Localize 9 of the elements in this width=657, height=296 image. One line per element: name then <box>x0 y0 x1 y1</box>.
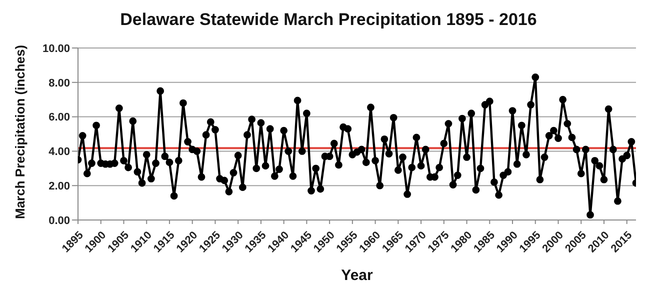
y-axis-title: March Precipitation (inches) <box>12 44 28 219</box>
y-tick-label: 4.00 <box>48 146 70 158</box>
y-tick-label: 2.00 <box>48 180 70 193</box>
y-tick-label: 8.00 <box>48 77 70 90</box>
y-tick-label: 6.00 <box>48 112 70 124</box>
x-axis-title: Year <box>341 267 374 284</box>
y-tick-label: 10.00 <box>42 42 70 55</box>
chart-title: Delaware Statewide March Precipitation 1895 - 2016 <box>119 10 538 30</box>
y-tick-label: 0.00 <box>48 214 70 227</box>
